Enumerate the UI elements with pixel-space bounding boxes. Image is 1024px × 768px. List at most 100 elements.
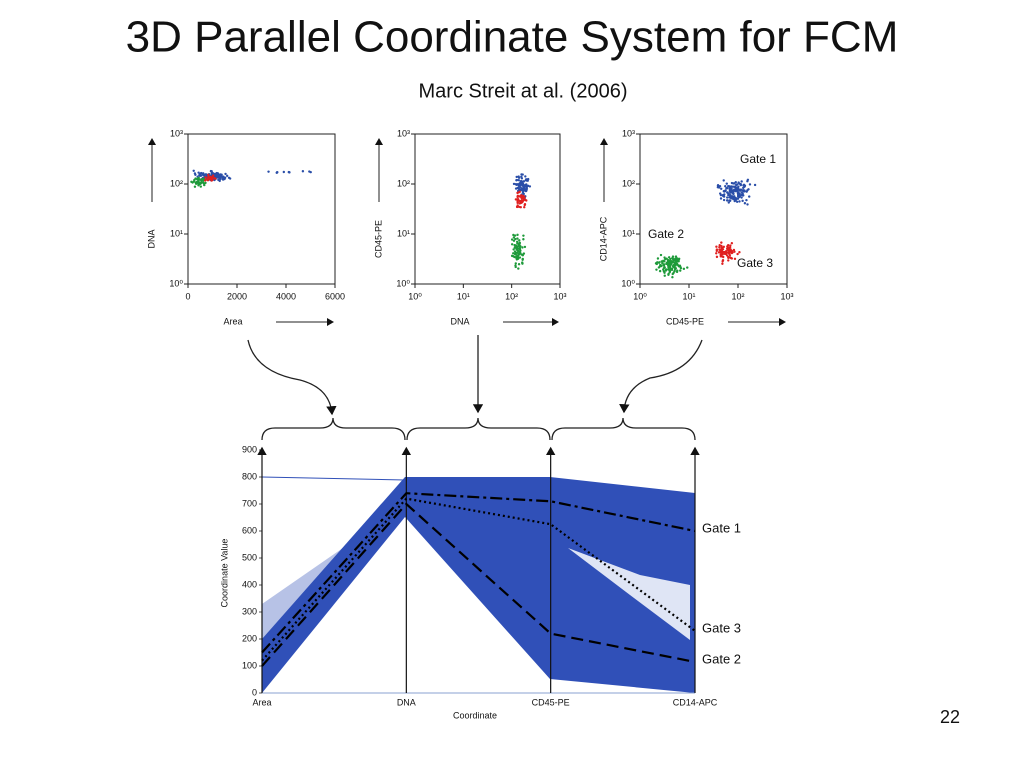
- y-tick-label: 900: [242, 444, 257, 454]
- scatter-dot: [723, 190, 726, 193]
- scatter-dot: [194, 173, 197, 176]
- scatter-dot: [748, 195, 751, 198]
- scatter-dot: [524, 179, 528, 182]
- scatter-dot: [734, 197, 737, 200]
- scatter-dot: [730, 257, 734, 260]
- scatter-dot: [515, 257, 518, 260]
- scatter-dot: [720, 254, 723, 257]
- gate-label: Gate 1: [740, 152, 776, 166]
- scatter-dot: [215, 172, 218, 175]
- scatter-dot: [520, 177, 524, 180]
- y-tick-label: 100: [242, 660, 257, 670]
- y-tick-label: 200: [242, 633, 257, 643]
- scatter-dot: [193, 185, 197, 188]
- y-tick-label: 10¹: [397, 228, 410, 238]
- scatter-dot: [512, 182, 516, 186]
- scatter-dot: [199, 178, 203, 181]
- scatter-dot: [748, 183, 752, 186]
- scatter-dot: [667, 273, 670, 276]
- scatter-dot: [523, 203, 527, 206]
- scatter-dot: [722, 255, 725, 259]
- scatter-dot: [517, 178, 520, 182]
- scatter-dot: [663, 271, 666, 274]
- scatter-dot: [725, 196, 729, 199]
- scatter-dot: [219, 177, 222, 180]
- scatter-dot: [736, 189, 739, 193]
- y-tick-label: 10¹: [622, 228, 635, 238]
- scatter-dot: [521, 194, 524, 198]
- scatter-dot: [224, 172, 227, 176]
- scatter-dot: [301, 170, 305, 173]
- y-axis-title: CD14-APC: [598, 216, 608, 261]
- scatter-dot: [668, 266, 672, 269]
- y-tick-label: 600: [242, 525, 257, 535]
- scatter-dot: [190, 180, 193, 184]
- scatter-dot: [686, 266, 689, 269]
- scatter-dot: [521, 258, 524, 261]
- scatter-dot: [196, 182, 200, 185]
- category-label: CD14-APC: [673, 697, 718, 707]
- bundle-gap: [568, 548, 690, 640]
- scatter-dot: [518, 256, 522, 259]
- x-tick-label: 10¹: [682, 291, 695, 301]
- scatter-dot: [727, 249, 730, 252]
- scatter-dot: [727, 201, 730, 204]
- subtitle: Marc Streit at al. (2006): [419, 80, 628, 102]
- scatter-dot: [517, 175, 520, 178]
- scatter-dot: [736, 252, 739, 256]
- scatter-dot: [202, 174, 205, 177]
- scatter-dot: [657, 261, 661, 264]
- y-tick-label: 10³: [170, 128, 183, 138]
- scatter-dot: [524, 183, 527, 187]
- x-tick-label: 10²: [505, 291, 518, 301]
- scatter-dot: [730, 187, 733, 190]
- scatter-dot: [514, 253, 517, 256]
- scatter-dot: [740, 196, 743, 199]
- y-tick-label: 300: [242, 606, 257, 616]
- y-tick-label: 10³: [622, 128, 635, 138]
- scatter-dot: [728, 256, 732, 259]
- scatter-dot: [192, 180, 196, 183]
- category-label: CD45-PE: [532, 697, 570, 707]
- scatter-dot: [204, 178, 207, 182]
- y-tick-label: 10¹: [170, 228, 183, 238]
- y-tick-label: 700: [242, 498, 257, 508]
- scatter-dot: [671, 272, 674, 276]
- y-tick-label: 10⁰: [396, 278, 410, 288]
- scatter-dot: [514, 237, 517, 241]
- scatter-dot: [517, 267, 520, 270]
- scatter-dot: [715, 245, 718, 248]
- scatter-dot: [739, 182, 742, 186]
- scatter-dot: [514, 262, 517, 265]
- scatter-dot: [512, 252, 515, 255]
- scatter-dot: [728, 254, 732, 257]
- scatter-dot: [516, 237, 519, 240]
- gate-line: [261, 502, 696, 667]
- scatter-dot: [515, 178, 519, 182]
- scatter-dot: [722, 179, 725, 182]
- scatter-dot: [518, 241, 521, 245]
- scatter-dot: [670, 268, 674, 272]
- scatter-dot: [716, 183, 720, 187]
- line-bundle: [262, 495, 405, 640]
- scatter-dot: [216, 174, 219, 177]
- scatter-dot: [512, 239, 516, 242]
- x-tick-label: 10³: [553, 291, 566, 301]
- scatter-dot: [666, 262, 669, 266]
- scatter-dot: [666, 258, 670, 262]
- scatter-dot: [210, 177, 213, 180]
- scatter-dot: [207, 175, 210, 178]
- scatter-dot: [742, 194, 745, 197]
- gate-label: Gate 3: [737, 256, 773, 270]
- scatter-dot: [520, 187, 523, 191]
- scatter-dot: [211, 174, 215, 177]
- scatter-dot: [663, 260, 666, 263]
- scatter-dot: [516, 242, 519, 245]
- scatter-dot: [657, 266, 661, 269]
- scatter-dot: [267, 170, 270, 173]
- scatter-dot: [718, 243, 721, 247]
- scatter-dot: [668, 270, 672, 273]
- scatter-dot: [725, 182, 728, 185]
- scatter-dot: [720, 247, 723, 250]
